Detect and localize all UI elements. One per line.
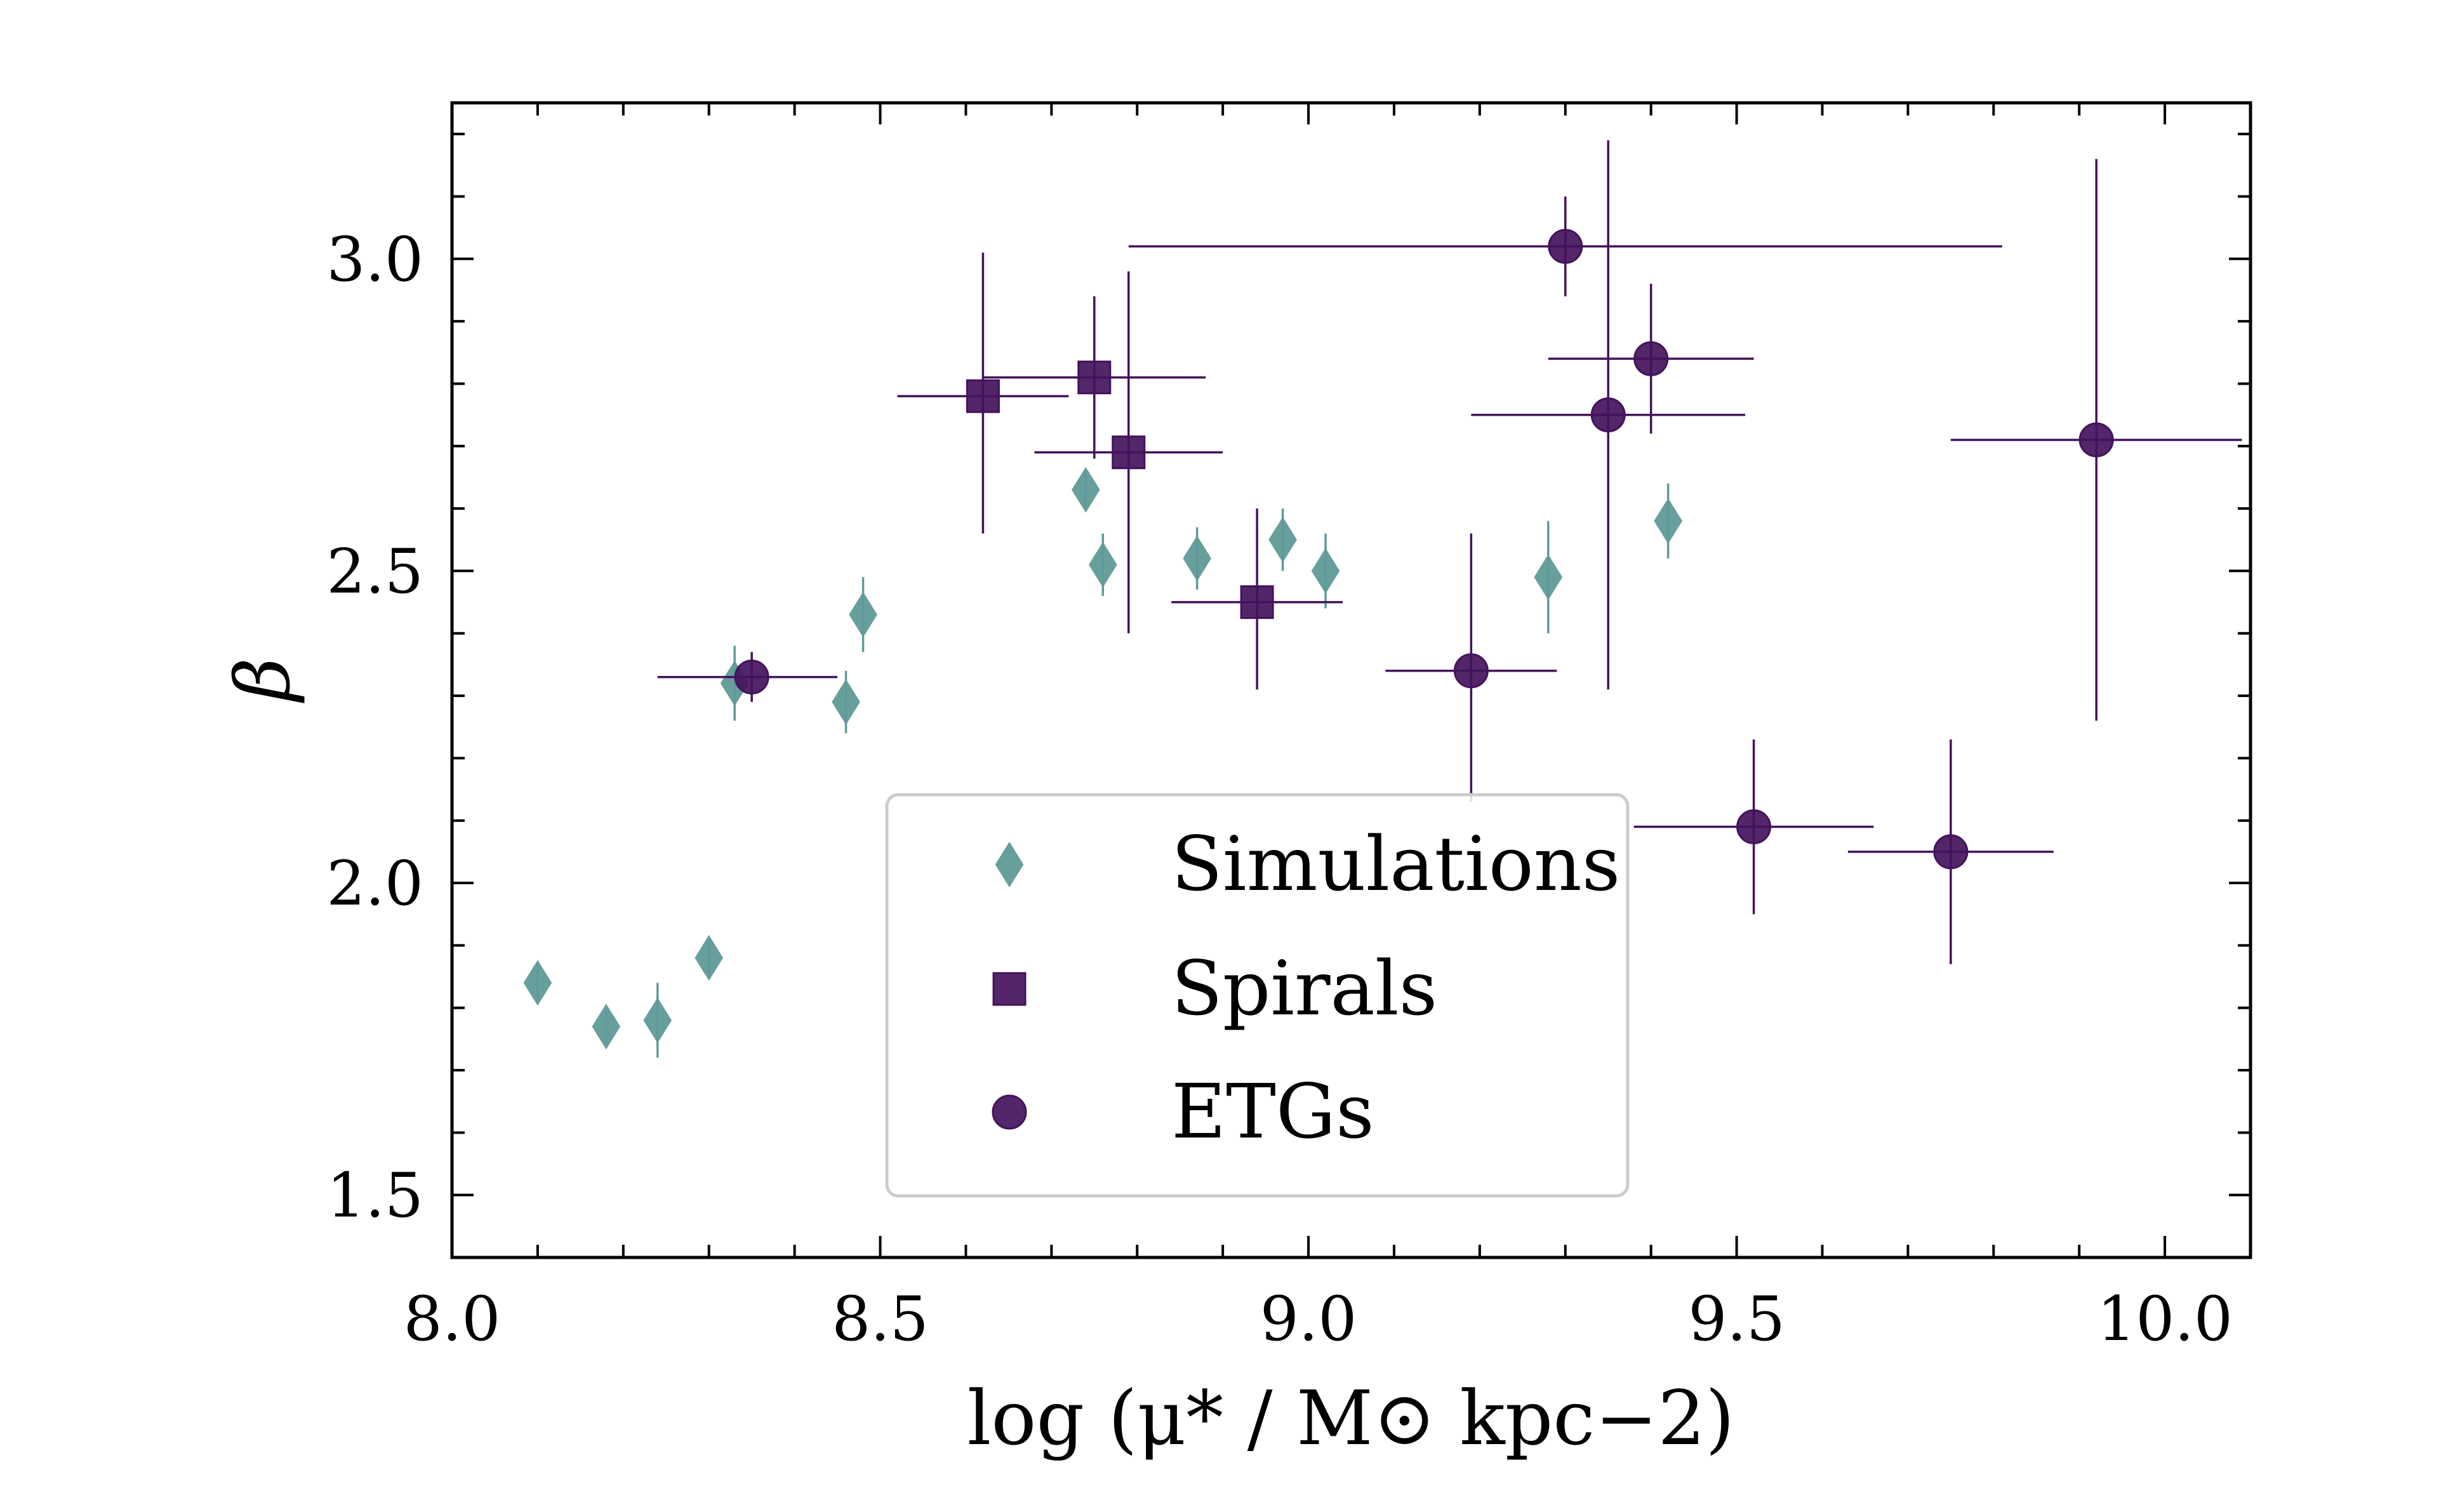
diamond-point bbox=[832, 679, 860, 725]
legend-square-icon bbox=[992, 972, 1027, 1006]
diamond-point bbox=[695, 935, 724, 981]
legend: Simulations Spirals ETGs bbox=[885, 793, 1630, 1198]
diamond-point bbox=[1534, 554, 1563, 600]
diamond-point bbox=[849, 592, 877, 638]
diamond-point bbox=[1088, 541, 1117, 588]
diamond-point bbox=[1071, 467, 1100, 513]
series-spirals bbox=[897, 252, 1343, 690]
x-tick-label: 9.5 bbox=[1688, 1283, 1785, 1355]
x-tick-label: 10.0 bbox=[2097, 1283, 2233, 1355]
diamond-point bbox=[1654, 498, 1682, 544]
x-tick-label: 8.5 bbox=[832, 1283, 929, 1355]
y-tick-label: 2.5 bbox=[326, 536, 423, 607]
circle-point bbox=[2078, 422, 2114, 458]
legend-label-spirals: Spirals bbox=[1171, 945, 1437, 1032]
legend-entries: Simulations Spirals ETGs bbox=[992, 820, 1620, 1155]
y-axis-label: β bbox=[219, 658, 307, 703]
y-tick-label: 2.0 bbox=[326, 848, 423, 919]
y-tick-label: 3.0 bbox=[326, 224, 423, 295]
circle-point bbox=[1453, 653, 1489, 689]
circle-point bbox=[1633, 341, 1669, 376]
circle-point bbox=[1933, 834, 1969, 870]
x-tick-label: 9.0 bbox=[1260, 1283, 1357, 1355]
diamond-point bbox=[523, 960, 552, 1006]
x-tick-label: 8.0 bbox=[404, 1283, 501, 1355]
legend-diamond-icon bbox=[995, 842, 1024, 887]
diamond-point bbox=[643, 997, 672, 1044]
tick-labels: 8.0 8.5 9.0 9.5 10.0 1.5 2.0 2.5 3.0 bbox=[326, 224, 2233, 1355]
diamond-point bbox=[1268, 517, 1297, 563]
y-tick-label: 1.5 bbox=[326, 1160, 423, 1231]
square-point bbox=[966, 379, 1000, 413]
square-point bbox=[1112, 435, 1146, 470]
diamond-point bbox=[592, 1004, 621, 1050]
data-marks bbox=[523, 140, 2242, 1058]
circle-point bbox=[1736, 809, 1772, 845]
series-etgs bbox=[657, 140, 2242, 964]
legend-label-simulations: Simulations bbox=[1171, 820, 1620, 908]
circle-point bbox=[734, 660, 769, 695]
plot-frame bbox=[450, 101, 2252, 1259]
square-point bbox=[1077, 361, 1112, 395]
x-axis-label: log (μ* / M⊙ kpc−2) bbox=[967, 1374, 1735, 1462]
legend-circle-icon bbox=[992, 1094, 1027, 1130]
legend-box bbox=[885, 793, 1630, 1198]
circle-point bbox=[1548, 229, 1583, 264]
diamond-point bbox=[1183, 535, 1211, 581]
square-point bbox=[1240, 585, 1274, 620]
diamond-point bbox=[1311, 548, 1340, 594]
legend-label-etgs: ETGs bbox=[1171, 1068, 1374, 1155]
series-simulations bbox=[523, 467, 1682, 1058]
circle-point bbox=[1590, 397, 1626, 433]
